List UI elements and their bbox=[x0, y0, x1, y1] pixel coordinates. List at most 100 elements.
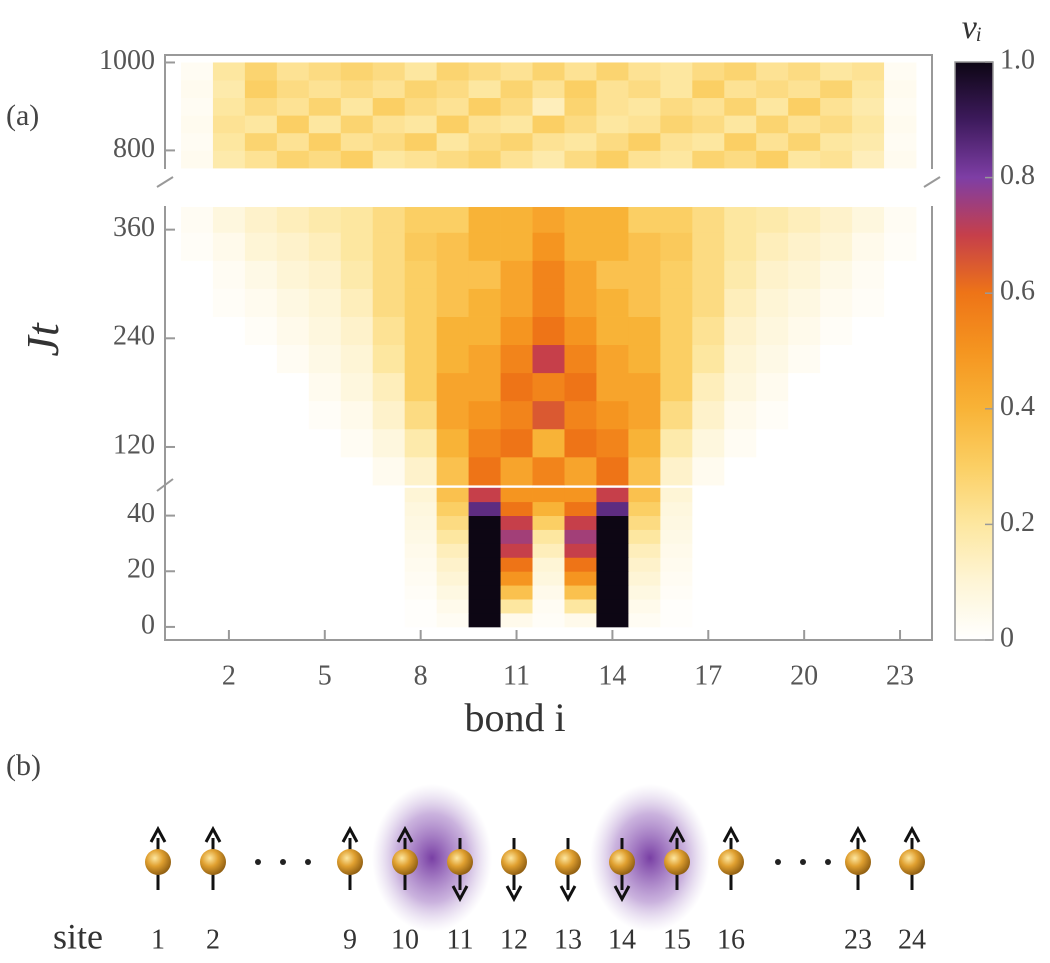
heatmap-cell bbox=[244, 571, 278, 586]
heatmap-cell bbox=[596, 543, 629, 558]
heatmap-cell bbox=[340, 585, 374, 600]
y-axis-label: Jt bbox=[17, 322, 68, 356]
heatmap-cell bbox=[820, 613, 853, 628]
heatmap-cell bbox=[404, 288, 438, 317]
heatmap-cell bbox=[276, 288, 310, 317]
heatmap-cell bbox=[884, 557, 917, 572]
heatmap-cell bbox=[212, 207, 246, 233]
heatmap-cell bbox=[820, 543, 853, 558]
heatmap-cell bbox=[308, 599, 342, 614]
heatmap-cell bbox=[660, 132, 693, 151]
arrow-head bbox=[722, 825, 740, 843]
heatmap-cell bbox=[372, 487, 406, 503]
heatmap-cell bbox=[500, 599, 533, 614]
heatmap-cell bbox=[212, 428, 246, 458]
heatmap-cell bbox=[244, 487, 278, 503]
heatmap-cell bbox=[180, 115, 214, 134]
heatmap-cell bbox=[788, 501, 821, 517]
heatmap-cell bbox=[372, 150, 406, 169]
heatmap-cell bbox=[852, 613, 885, 628]
heatmap-cell bbox=[724, 487, 757, 503]
heatmap-cell bbox=[596, 487, 629, 503]
heatmap-cell bbox=[852, 62, 885, 81]
heatmap-cell bbox=[660, 571, 693, 586]
heatmap-cell bbox=[180, 529, 214, 544]
heatmap-cell bbox=[340, 400, 374, 430]
heatmap-cell bbox=[788, 132, 821, 151]
heatmap-cell bbox=[724, 80, 757, 99]
heatmap-cell bbox=[276, 150, 310, 169]
heatmap-cell bbox=[244, 529, 278, 544]
heatmap-cell bbox=[724, 288, 757, 317]
heatmap-cell bbox=[372, 80, 406, 99]
heatmap-cell bbox=[276, 515, 310, 530]
heatmap-cell bbox=[500, 557, 533, 572]
heatmap-cell bbox=[820, 571, 853, 586]
heatmap-cell bbox=[180, 62, 214, 81]
heatmap-cell bbox=[692, 599, 725, 614]
heatmap-cell bbox=[276, 428, 310, 458]
heatmap-cell bbox=[468, 115, 501, 134]
heatmap-cell bbox=[468, 344, 501, 374]
heatmap-cell bbox=[724, 571, 757, 586]
heatmap-cell bbox=[724, 260, 757, 289]
heatmap-cell bbox=[500, 529, 533, 544]
arrow-head bbox=[451, 885, 469, 903]
heatmap-cell bbox=[212, 115, 246, 134]
heatmap-cell bbox=[884, 62, 917, 81]
heatmap-cell bbox=[692, 207, 725, 233]
colorbar-tick-label: 1.0 bbox=[1000, 44, 1035, 75]
heatmap-cell bbox=[372, 97, 406, 116]
spin-site bbox=[664, 849, 690, 875]
heatmap-cell bbox=[404, 97, 438, 116]
heatmap-cell bbox=[884, 232, 917, 261]
heatmap-cell bbox=[820, 288, 853, 317]
heatmap-cell bbox=[820, 132, 853, 151]
heatmap-cell bbox=[532, 232, 565, 261]
heatmap-cell bbox=[244, 316, 278, 346]
heatmap-cell bbox=[436, 487, 470, 503]
heatmap-cell bbox=[468, 571, 501, 586]
heatmap-cell bbox=[660, 428, 693, 458]
heatmap-cell bbox=[532, 585, 565, 600]
heatmap-cell bbox=[276, 501, 310, 517]
heatmap-cell bbox=[500, 150, 533, 169]
heatmap-cell bbox=[756, 115, 789, 134]
site-label: 23 bbox=[844, 924, 872, 955]
heatmap-cell bbox=[532, 288, 565, 317]
heatmap-cell bbox=[564, 288, 597, 317]
heatmap-cell bbox=[244, 260, 278, 289]
heatmap-cell bbox=[500, 571, 533, 586]
heatmap-cell bbox=[436, 62, 470, 81]
ellipsis-dots bbox=[255, 859, 831, 865]
heatmap-cell bbox=[788, 529, 821, 544]
heatmap-cell bbox=[532, 97, 565, 116]
heatmap-cell bbox=[244, 232, 278, 261]
heatmap-cell bbox=[180, 232, 214, 261]
heatmap-cell bbox=[276, 599, 310, 614]
heatmap-cell bbox=[244, 115, 278, 134]
heatmap-cell bbox=[244, 132, 278, 151]
heatmap-cell bbox=[532, 456, 565, 486]
heatmap-cell bbox=[372, 571, 406, 586]
heatmap-cell bbox=[372, 288, 406, 317]
spin-site bbox=[555, 849, 581, 875]
heatmap-cell bbox=[308, 260, 342, 289]
heatmap-cell bbox=[468, 372, 501, 402]
heatmap-cell bbox=[660, 543, 693, 558]
heatmap-cell bbox=[340, 97, 374, 116]
heatmap-cell bbox=[532, 428, 565, 458]
heatmap-cell bbox=[564, 80, 597, 99]
heatmap-cell bbox=[340, 613, 374, 628]
heatmap-cell bbox=[436, 260, 470, 289]
heatmap-cell bbox=[820, 97, 853, 116]
heatmap-cell bbox=[564, 207, 597, 233]
heatmap-cell bbox=[500, 80, 533, 99]
heatmap-cell bbox=[212, 132, 246, 151]
heatmap-cell bbox=[724, 132, 757, 151]
heatmap-cell bbox=[180, 543, 214, 558]
heatmap-cell bbox=[308, 501, 342, 517]
heatmap-cell bbox=[628, 344, 661, 374]
heatmap-cell bbox=[884, 613, 917, 628]
colorbar-tick-label: 0.2 bbox=[1000, 507, 1035, 538]
